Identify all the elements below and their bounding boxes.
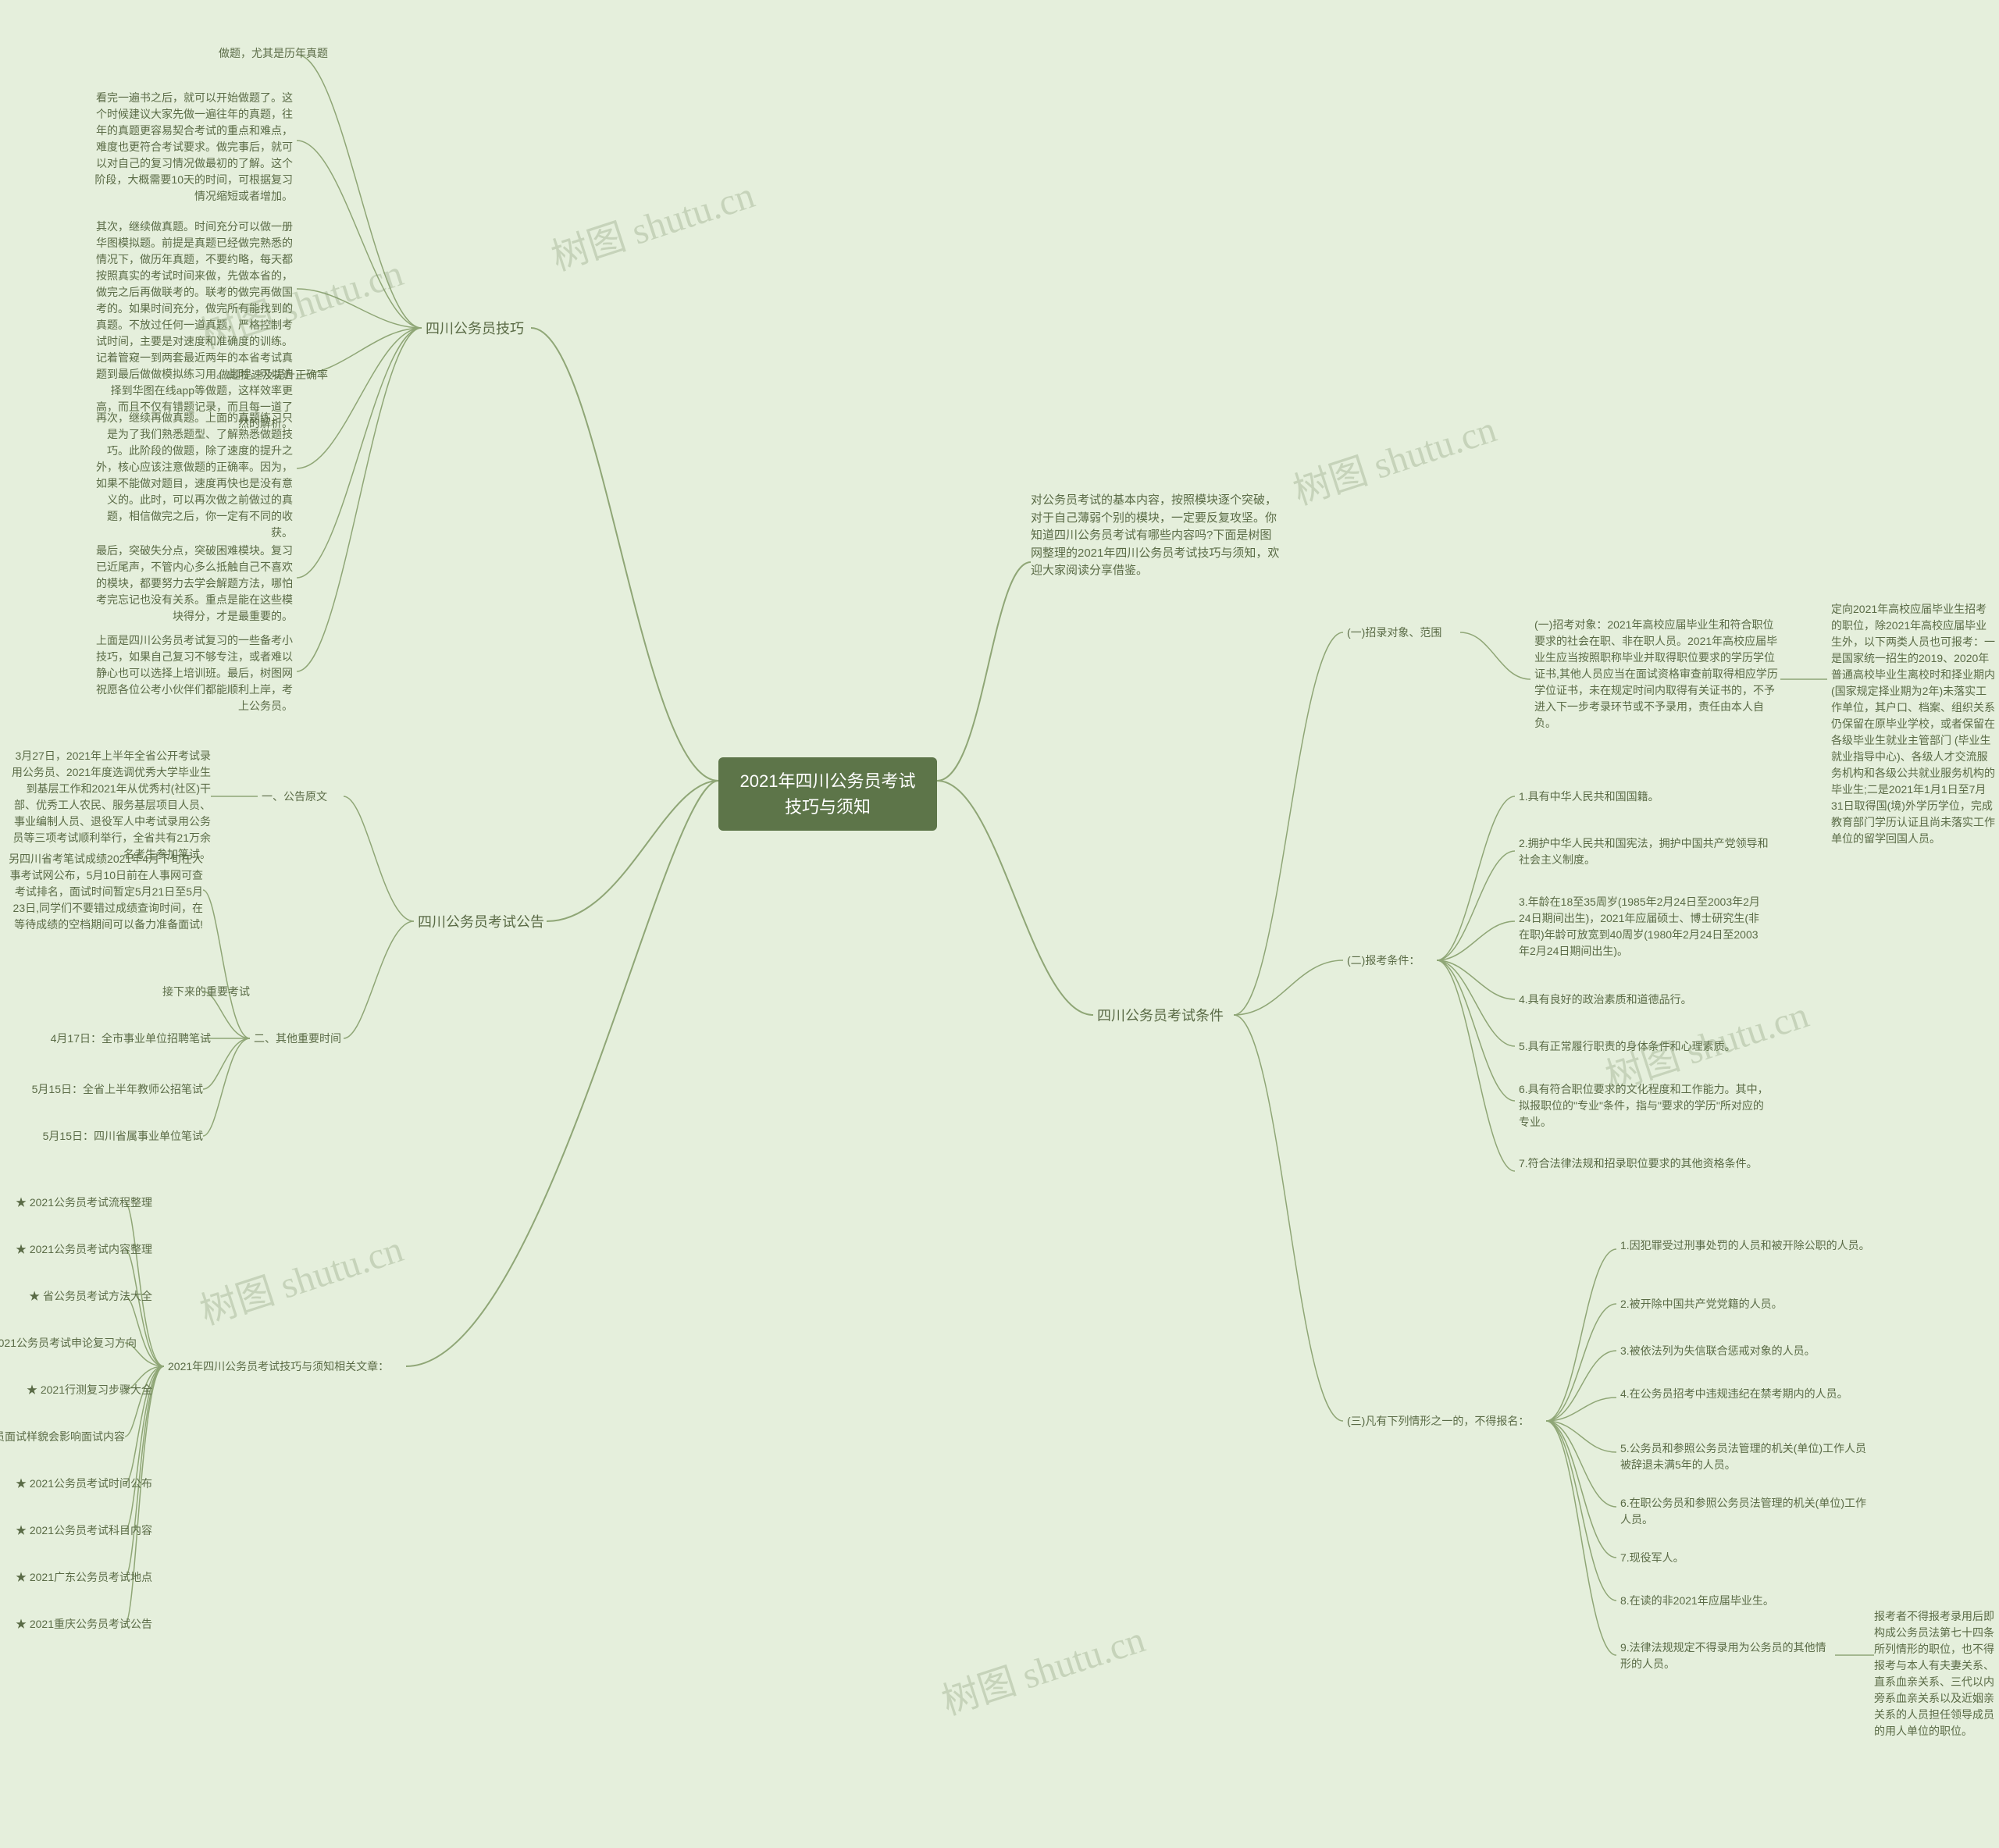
conditions-sub1-item-1: 定向2021年高校应届毕业生招考的职位，除2021年高校应届毕业生外，以下两类人… [1831, 601, 1995, 847]
conditions-sub2-item-3: 4.具有良好的政治素质和道德品行。 [1519, 992, 1769, 1008]
skills-item-5: 最后，突破失分点，突破困难模块。复习已近尾声，不管内心多么抵触自己不喜欢的模块，… [90, 543, 293, 625]
conditions-sub2-item-0: 1.具有中华人民共和国国籍。 [1519, 789, 1769, 805]
conditions-sub3-item-6: 7.现役军人。 [1620, 1550, 1870, 1566]
branch-sichuan-skills: 四川公务员技巧 [426, 319, 524, 340]
related-item-6: ★ 2021公务员考试时间公布 [0, 1476, 152, 1492]
conditions-sub2-item-4: 5.具有正常履行职责的身体条件和心理素质。 [1519, 1038, 1769, 1055]
announcement-sub2-item-0: 另四川省考笔试成绩2021年4月下旬在人事考试网公布，5月10日前在人事网可查考… [8, 851, 203, 933]
related-item-1: ★ 2021公务员考试内容整理 [0, 1241, 152, 1258]
conditions-sub3-item-0: 1.因犯罪受过刑事处罚的人员和被开除公职的人员。 [1620, 1237, 1870, 1254]
watermark: 树图 shutu.cn [192, 1218, 409, 1335]
conditions-sub2-item-2: 3.年龄在18至35周岁(1985年2月24日至2003年2月24日期间出生)，… [1519, 894, 1769, 960]
branch-announcement: 四川公务员考试公告 [418, 912, 544, 933]
root-node: 2021年四川公务员考试技巧与须知 [718, 757, 937, 831]
related-item-3: ★ 2021公务员考试申论复习方向 [0, 1335, 137, 1351]
conditions-sub1: (一)招录对象、范围 [1347, 625, 1441, 641]
related-item-0: ★ 2021公务员考试流程整理 [0, 1195, 152, 1211]
conditions-sub2-item-1: 2.拥护中华人民共和国宪法，拥护中国共产党领导和社会主义制度。 [1519, 835, 1769, 868]
conditions-sub3: (三)凡有下列情形之一的，不得报名： [1347, 1413, 1542, 1430]
related-item-5: ★ 公务员面试样貌会影响面试内容 [0, 1429, 125, 1445]
conditions-sub3-item-5: 6.在职公务员和参照公务员法管理的机关(单位)工作人员。 [1620, 1495, 1870, 1528]
conditions-sub3-item-8: 9.法律法规规定不得录用为公务员的其他情形的人员。 [1620, 1640, 1835, 1672]
announcement-sub2: 二、其他重要时间 [254, 1031, 341, 1047]
skills-item-2: 其次，继续做真题。时间充分可以做一册华图模拟题。前提是真题已经做完熟悉的情况下，… [90, 219, 293, 432]
skills-item-1: 看完一遍书之后，就可以开始做题了。这个时候建议大家先做一遍往年的真题，往年的真题… [90, 90, 293, 205]
branch-related-articles: 2021年四川公务员考试技巧与须知相关文章： [168, 1358, 402, 1375]
conditions-sub3-item-1: 2.被开除中国共产党党籍的人员。 [1620, 1296, 1870, 1312]
conditions-sub2-item-5: 6.具有符合职位要求的文化程度和工作能力。其中，拟报职位的"专业"条件，指与"要… [1519, 1081, 1769, 1131]
watermark: 树图 shutu.cn [543, 164, 761, 281]
watermark: 树图 shutu.cn [934, 1608, 1151, 1725]
conditions-sub1-item-0: (一)招考对象：2021年高校应届毕业生和符合职位要求的社会在职、非在职人员。2… [1534, 617, 1784, 732]
conditions-sub3-item-2: 3.被依法列为失信联合惩戒对象的人员。 [1620, 1343, 1870, 1359]
related-item-9: ★ 2021重庆公务员考试公告 [0, 1616, 152, 1633]
announcement-sub1-text: 3月27日，2021年上半年全省公开考试录用公务员、2021年度选调优秀大学毕业… [8, 748, 211, 863]
skills-item-4: 再次，继续再做真题。上面的真题练习只是为了我们熟悉题型、了解熟悉做题技巧。此阶段… [90, 410, 293, 541]
conditions-sub3-item-4: 5.公务员和参照公务员法管理的机关(单位)工作人员被辞退未满5年的人员。 [1620, 1440, 1870, 1473]
branch-exam-conditions: 四川公务员考试条件 [1097, 1006, 1224, 1027]
announcement-sub1: 一、公告原文 [262, 789, 327, 805]
conditions-sub2: (二)报考条件： [1347, 952, 1420, 969]
watermark: 树图 shutu.cn [1285, 398, 1502, 515]
announcement-sub2-item-4: 5月15日：四川省属事业单位笔试 [31, 1128, 203, 1145]
conditions-sub3-item-7: 8.在读的非2021年应届毕业生。 [1620, 1593, 1870, 1609]
related-item-4: ★ 2021行测复习步骤大全 [0, 1382, 152, 1398]
intro-text: 对公务员考试的基本内容，按照模块逐个突破，对于自己薄弱个别的模块，一定要反复攻坚… [1031, 492, 1281, 580]
skills-item-3: 做题提速及提升正确率 [156, 367, 328, 383]
conditions-sub3-footnote: 报考者不得报考录用后即构成公务员法第七十四条所列情形的职位，也不得报考与本人有夫… [1874, 1608, 1995, 1739]
announcement-sub2-item-1: 接下来的重要考试 [78, 984, 250, 1000]
skills-item-6: 上面是四川公务员考试复习的一些备考小技巧，如果自己复习不够专注，或者难以静心也可… [90, 632, 293, 714]
announcement-sub2-item-2: 4月17日：全市事业单位招聘笔试 [39, 1031, 211, 1047]
related-item-7: ★ 2021公务员考试科目内容 [0, 1522, 152, 1539]
conditions-sub3-item-3: 4.在公务员招考中违规违纪在禁考期内的人员。 [1620, 1386, 1870, 1402]
related-item-8: ★ 2021广东公务员考试地点 [0, 1569, 152, 1586]
related-item-2: ★ 省公务员考试方法大全 [0, 1288, 152, 1305]
announcement-sub2-item-3: 5月15日：全省上半年教师公招笔试 [31, 1081, 203, 1098]
conditions-sub2-item-6: 7.符合法律法规和招录职位要求的其他资格条件。 [1519, 1155, 1769, 1172]
skills-item-0: 做题，尤其是历年真题 [156, 45, 328, 62]
root-title: 2021年四川公务员考试技巧与须知 [740, 771, 916, 817]
